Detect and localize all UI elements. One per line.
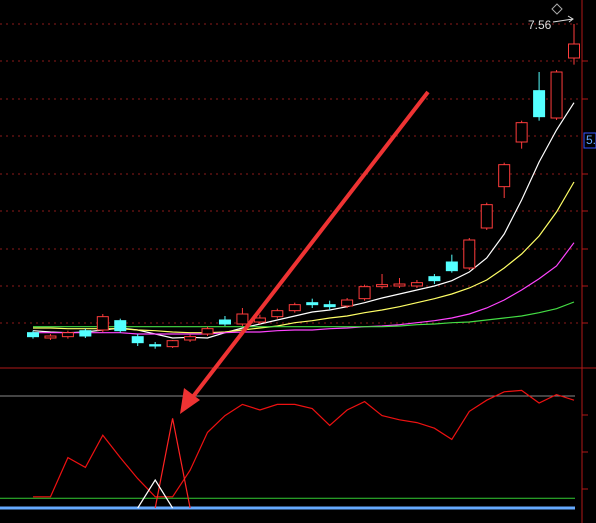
candle-body xyxy=(114,320,127,332)
candle-body xyxy=(184,336,197,341)
candle-body xyxy=(201,328,214,335)
diamond-icon[interactable] xyxy=(551,3,563,15)
candle-body xyxy=(376,284,389,288)
arrow-shaft xyxy=(190,90,430,400)
candle-body xyxy=(341,299,354,307)
candle-body xyxy=(445,261,458,272)
candle-body xyxy=(568,43,580,59)
candle-body xyxy=(149,344,162,347)
candle-body xyxy=(323,304,336,308)
high-annotation: 7.56 xyxy=(528,18,552,32)
arrow-line xyxy=(552,18,574,23)
axis-label-box xyxy=(583,132,596,149)
pointer-arrow xyxy=(180,90,430,414)
plot xyxy=(0,24,580,510)
arrow-head xyxy=(180,388,200,414)
annotation-arrow xyxy=(552,15,574,23)
candle-body xyxy=(253,317,266,323)
indicator-line xyxy=(154,418,191,509)
candle-body xyxy=(498,164,511,188)
candle-body xyxy=(27,332,39,338)
candle-body xyxy=(288,304,301,312)
candle-body xyxy=(61,332,74,338)
candle-body xyxy=(393,283,406,287)
candle-body xyxy=(358,286,371,300)
candle-body xyxy=(550,71,563,119)
candle-body xyxy=(480,204,493,229)
candle-body xyxy=(533,90,546,118)
candle-body xyxy=(79,330,92,337)
candle-body xyxy=(463,239,476,269)
candle-body xyxy=(515,122,528,143)
candle-body xyxy=(271,310,284,318)
candle-body xyxy=(236,313,249,325)
candle-body xyxy=(218,319,231,325)
axis-ticks xyxy=(582,60,588,490)
candle-body xyxy=(166,340,179,348)
indicator-line xyxy=(137,478,174,509)
axis-label: 5. xyxy=(586,133,596,147)
candle-body xyxy=(306,302,319,306)
indicator-line xyxy=(33,389,575,498)
candle-body xyxy=(96,316,109,331)
moving-average xyxy=(33,242,575,335)
candle-body xyxy=(44,335,57,339)
candle-body xyxy=(131,336,144,344)
candle-body xyxy=(428,276,441,282)
arrow-head xyxy=(567,15,574,23)
candle-body xyxy=(410,282,423,287)
